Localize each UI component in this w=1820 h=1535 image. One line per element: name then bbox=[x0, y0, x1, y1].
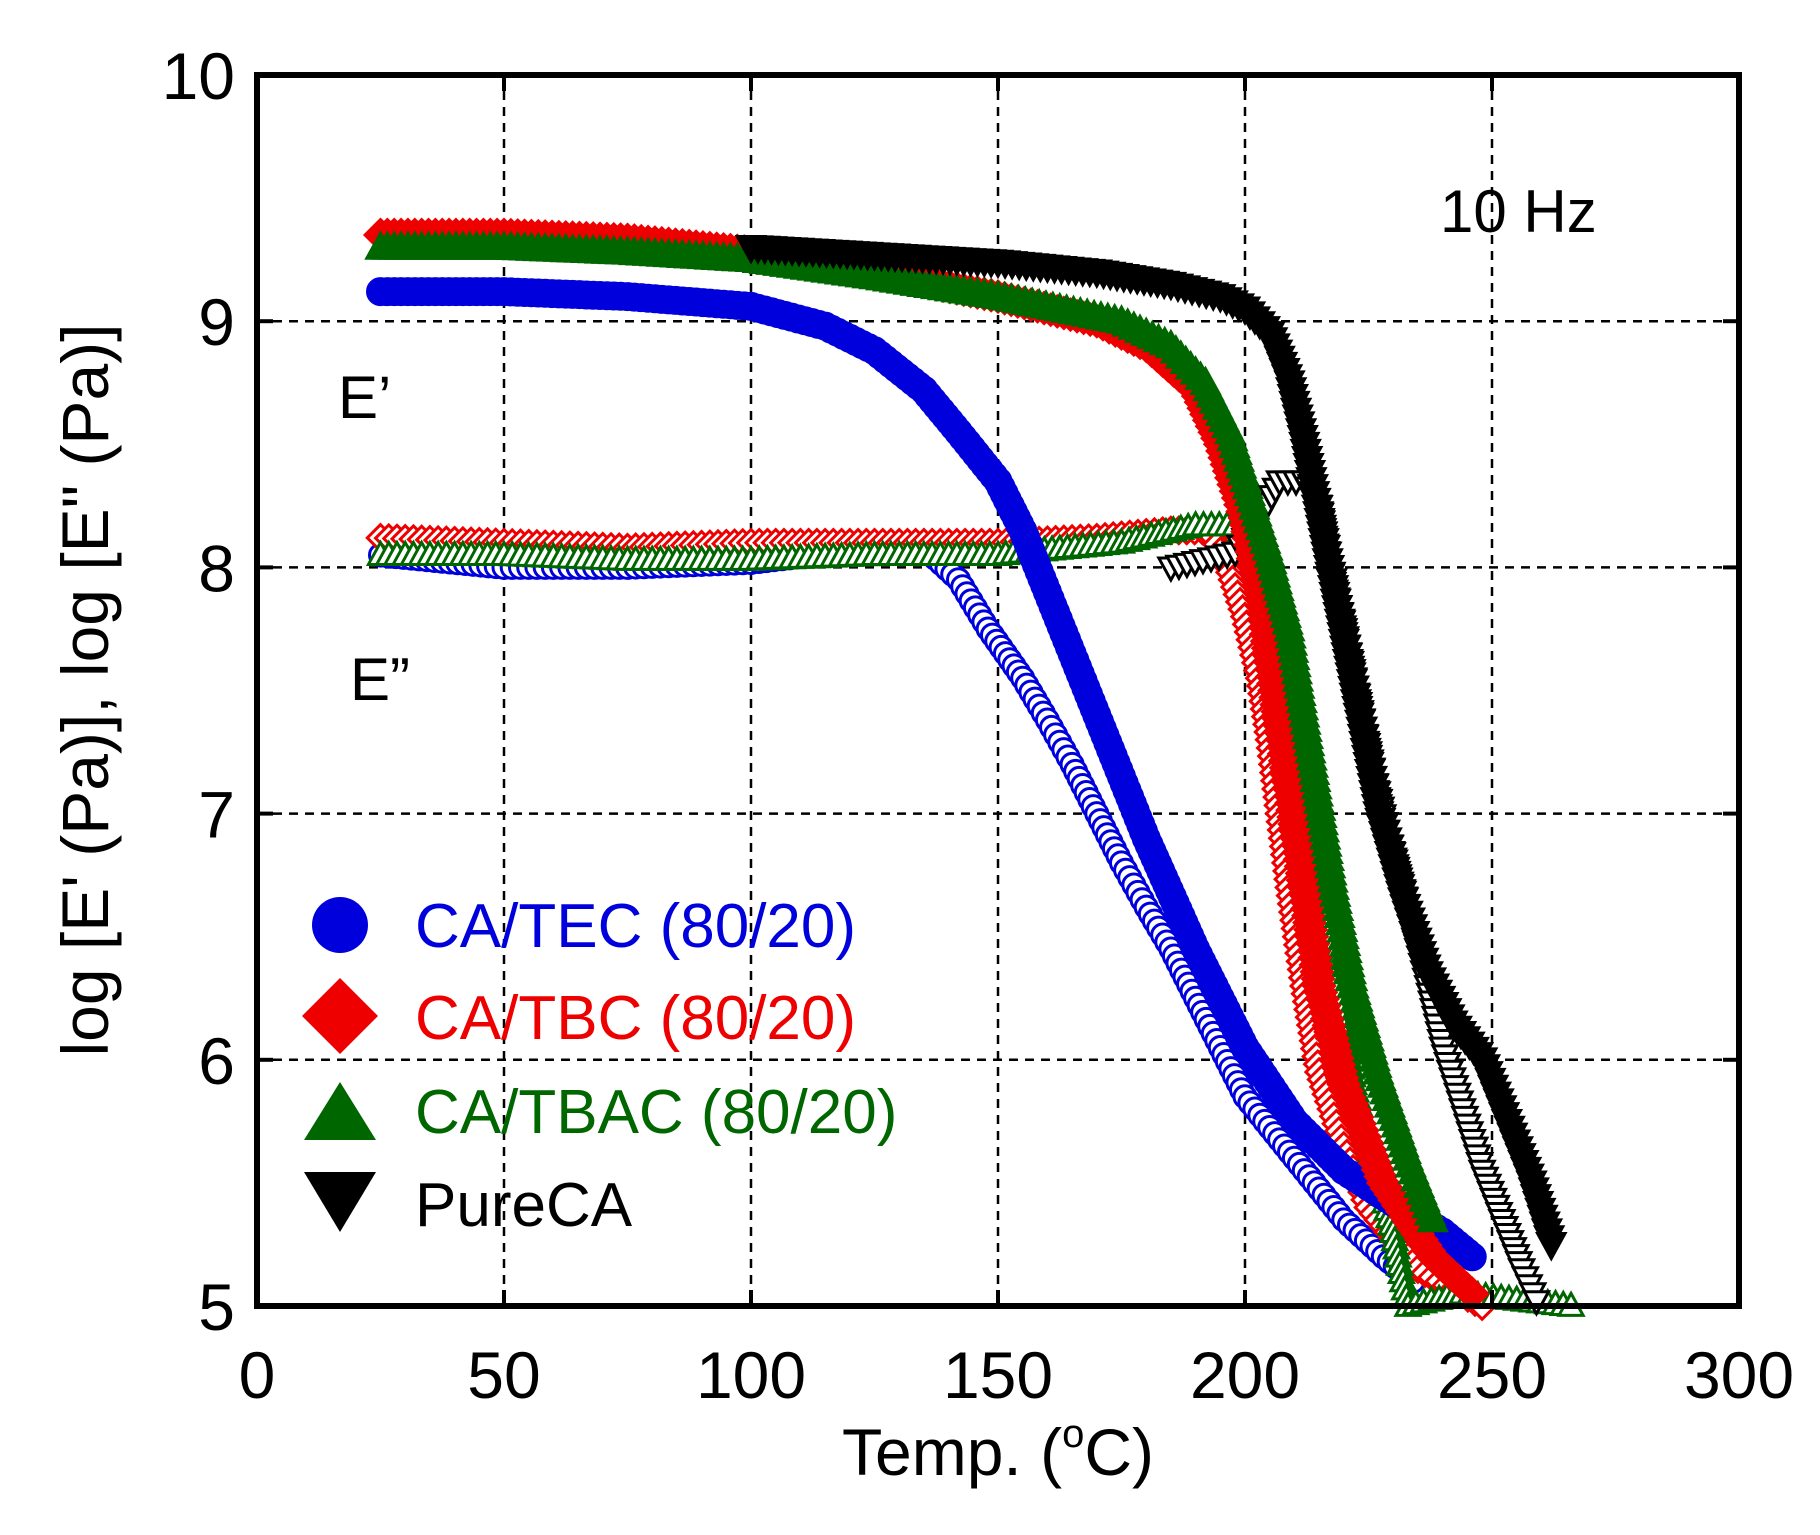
e-prime-annotation: E’ bbox=[338, 364, 391, 431]
series-pureca-e- bbox=[734, 234, 1568, 1262]
frequency-annotation: 10 Hz bbox=[1440, 178, 1597, 245]
x-tick-label: 0 bbox=[239, 1338, 276, 1412]
y-tick-label: 5 bbox=[198, 1270, 235, 1344]
y-tick-label: 10 bbox=[162, 39, 235, 113]
plot-area bbox=[362, 217, 1586, 1322]
y-tick-label: 9 bbox=[198, 285, 235, 359]
data-point bbox=[1454, 1276, 1490, 1312]
legend-label-ca-tec: CA/TEC (80/20) bbox=[415, 892, 856, 961]
legend-marker-triangle-up bbox=[304, 1082, 376, 1140]
x-axis-title: Temp. (oC) bbox=[842, 1412, 1154, 1489]
x-tick-label: 250 bbox=[1437, 1338, 1547, 1412]
legend-entry-ca-tbc: CA/TBC (80/20) bbox=[302, 978, 856, 1054]
legend: CA/TEC (80/20) CA/TBC (80/20) CA/TBAC (8… bbox=[302, 892, 897, 1240]
y-tick-label: 7 bbox=[198, 778, 235, 852]
legend-label-ca-tbac: CA/TBAC (80/20) bbox=[415, 1078, 897, 1147]
x-tick-label: 100 bbox=[696, 1338, 806, 1412]
legend-entry-ca-tbac: CA/TBAC (80/20) bbox=[304, 1078, 897, 1147]
series-ca-tec-80-20-e- bbox=[366, 277, 1487, 1272]
data-point bbox=[1416, 1202, 1449, 1233]
legend-entry-ca-tec: CA/TEC (80/20) bbox=[312, 892, 856, 961]
axis-ticks: 0 50 100 150 200 250 300 5 6 7 8 9 10 bbox=[162, 39, 1794, 1412]
legend-marker-triangle-down bbox=[304, 1172, 376, 1232]
data-point bbox=[1457, 1242, 1487, 1272]
y-axis-title: log [E' (Pa)], log [E" (Pa)] bbox=[48, 324, 122, 1057]
x-tick-label: 150 bbox=[943, 1338, 1053, 1412]
data-point bbox=[1521, 1290, 1552, 1317]
x-tick-label: 200 bbox=[1190, 1338, 1300, 1412]
y-tick-label: 6 bbox=[198, 1024, 235, 1098]
y-tick-label: 8 bbox=[198, 531, 235, 605]
legend-entry-pure-ca: PureCA bbox=[304, 1171, 633, 1240]
legend-label-pure-ca: PureCA bbox=[415, 1171, 633, 1240]
legend-marker-diamond bbox=[302, 978, 378, 1054]
data-point bbox=[1535, 1232, 1568, 1262]
x-tick-label: 50 bbox=[467, 1338, 540, 1412]
e-double-prime-annotation: E” bbox=[350, 646, 410, 713]
x-tick-label: 300 bbox=[1684, 1338, 1794, 1412]
legend-marker-circle bbox=[312, 897, 368, 953]
legend-label-ca-tbc: CA/TBC (80/20) bbox=[415, 984, 856, 1053]
